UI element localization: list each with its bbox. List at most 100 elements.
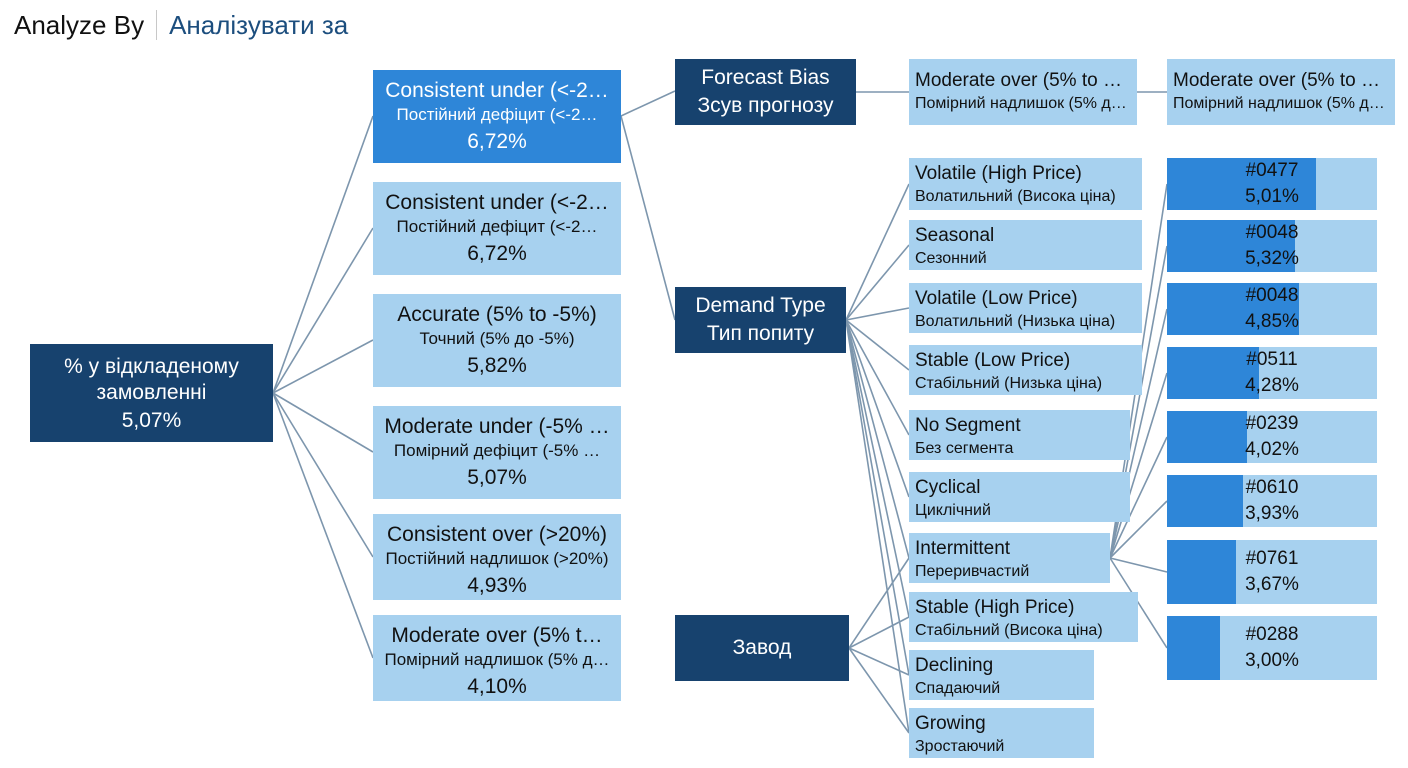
forecast-bias-label-uk: Зсув прогнозу [697, 94, 834, 117]
bias-node-6[interactable]: Moderate over (5% t… Помірний надлишок (… [373, 615, 621, 701]
plant-link-3 [848, 647, 910, 676]
plant-value-bar [1167, 616, 1220, 680]
demand-type-label: Demand Type [695, 294, 826, 317]
root-link-4 [272, 392, 374, 453]
demand-type-link [620, 115, 676, 321]
plant-item-0048-a[interactable]: #0048 5,32% [1167, 220, 1377, 272]
bias-node-subtitle: Постійний надлишок (>20%) [385, 549, 609, 568]
demand-item-subtitle: Без сегмента [915, 440, 1014, 457]
plant-item-link-4 [1109, 372, 1168, 559]
demand-item-subtitle: Сезонний [915, 250, 987, 267]
plant-value-bar [1167, 220, 1296, 272]
root-node[interactable]: % у відкладеному замовленні 5,07% [30, 344, 273, 442]
demand-item-volatile-high[interactable]: Volatile (High Price) Волатильний (Висок… [909, 158, 1142, 210]
forecast-item-moderate-over[interactable]: Moderate over (5% to … Помірний надлишок… [909, 59, 1137, 125]
forecast-item-moderate-over-2[interactable]: Moderate over (5% to … Помірний надлишок… [1167, 59, 1395, 125]
demand-item-subtitle: Волатильний (Низька ціна) [915, 313, 1116, 330]
root-link-5 [272, 392, 374, 558]
forecast-bias-header[interactable]: Forecast Bias Зсув прогнозу [675, 59, 856, 125]
root-link-3 [272, 339, 374, 394]
bias-node-subtitle: Постійний дефіцит (<-2… [396, 105, 598, 124]
plant-value-bar [1167, 283, 1300, 335]
root-link-1 [272, 115, 374, 394]
bias-node-title: Consistent under (<-2… [385, 79, 609, 102]
plant-item-0761[interactable]: #0761 3,67% [1167, 540, 1377, 604]
demand-item-title: Intermittent [915, 538, 1011, 559]
plant-header[interactable]: Завод [675, 615, 849, 681]
plant-id: #0477 [1245, 160, 1299, 181]
demand-link-10 [845, 319, 910, 734]
demand-item-volatile-low[interactable]: Volatile (Low Price) Волатильний (Низька… [909, 283, 1142, 333]
plant-value: 3,93% [1245, 503, 1299, 524]
bias-node-3[interactable]: Accurate (5% to -5%) Точний (5% до -5%) … [373, 294, 621, 387]
demand-item-stable-high[interactable]: Stable (High Price) Стабільний (Висока ц… [909, 592, 1138, 642]
bias-node-5[interactable]: Consistent over (>20%) Постійний надлишо… [373, 514, 621, 600]
demand-item-subtitle: Переривчастий [915, 563, 1030, 580]
demand-item-subtitle: Стабільний (Низька ціна) [915, 375, 1103, 392]
plant-item-0610[interactable]: #0610 3,93% [1167, 475, 1377, 527]
bias-node-subtitle: Помірний дефіцит (-5% … [393, 441, 601, 460]
demand-link-1 [845, 183, 910, 321]
demand-item-subtitle: Волатильний (Висока ціна) [915, 188, 1116, 205]
bias-node-value: 5,07% [467, 466, 527, 489]
forecast-item-title: Moderate over (5% to … [915, 70, 1122, 91]
demand-link-7 [845, 319, 910, 559]
demand-link-8 [845, 319, 910, 618]
plant-id: #0239 [1245, 413, 1299, 434]
plant-value-bar [1167, 411, 1247, 463]
plant-value: 3,67% [1245, 574, 1299, 595]
root-label: % у відкладеному замовленні [64, 355, 239, 404]
demand-item-title: No Segment [915, 415, 1021, 436]
forecast-item-subtitle: Помірний надлишок (5% д… [1173, 95, 1385, 112]
demand-item-growing[interactable]: Growing Зростаючий [909, 708, 1094, 758]
demand-item-intermittent[interactable]: Intermittent Переривчастий [909, 533, 1110, 583]
demand-link-6 [845, 319, 910, 498]
bias-node-value: 4,10% [467, 675, 527, 698]
demand-item-no-segment[interactable]: No Segment Без сегмента [909, 410, 1130, 460]
demand-item-cyclical[interactable]: Cyclical Циклічний [909, 472, 1130, 522]
plant-item-link-7 [1109, 557, 1168, 573]
demand-item-subtitle: Зростаючий [915, 738, 1005, 755]
plant-value: 4,02% [1245, 439, 1299, 460]
root-link-2 [272, 227, 374, 394]
demand-item-title: Seasonal [915, 225, 995, 246]
plant-item-0477[interactable]: #0477 5,01% [1167, 158, 1377, 210]
bias-node-subtitle: Точний (5% до -5%) [419, 329, 575, 348]
forecast-item-title: Moderate over (5% to … [1173, 70, 1380, 91]
plant-link-2 [848, 616, 910, 649]
demand-type-header[interactable]: Demand Type Тип попиту [675, 287, 846, 353]
root-value: 5,07% [121, 409, 182, 432]
demand-item-title: Declining [915, 655, 994, 676]
demand-item-seasonal[interactable]: Seasonal Сезонний [909, 220, 1142, 270]
plant-item-0288[interactable]: #0288 3,00% [1167, 616, 1377, 680]
demand-item-declining[interactable]: Declining Спадаючий [909, 650, 1094, 700]
demand-link-9 [845, 319, 910, 676]
analyze-by-header: Analyze By Аналізувати за [14, 8, 348, 42]
bias-node-value: 5,82% [467, 354, 527, 377]
header-divider [156, 10, 158, 40]
plant-value: 5,32% [1245, 248, 1299, 269]
plant-value: 3,00% [1245, 650, 1299, 671]
bias-node-title: Consistent over (>20%) [386, 523, 608, 546]
plant-item-0511[interactable]: #0511 4,28% [1167, 347, 1377, 399]
plant-item-0239[interactable]: #0239 4,02% [1167, 411, 1377, 463]
demand-item-subtitle: Стабільний (Висока ціна) [915, 622, 1103, 639]
plant-item-link-5 [1109, 436, 1168, 559]
forecast-bias-label: Forecast Bias [701, 66, 830, 89]
analyze-by-title: Analyze By [14, 9, 145, 40]
bias-node-4[interactable]: Moderate under (-5% … Помірний дефіцит (… [373, 406, 621, 499]
plant-value-bar [1167, 475, 1243, 527]
bias-node-title: Consistent under (<-2… [385, 191, 609, 214]
demand-item-title: Cyclical [915, 477, 981, 498]
bias-node-value: 4,93% [467, 574, 527, 597]
bias-node-value: 6,72% [467, 130, 527, 153]
analyze-by-subtitle: Аналізувати за [169, 9, 349, 40]
bias-node-1[interactable]: Consistent under (<-2… Постійний дефіцит… [373, 70, 621, 163]
bias-node-title: Accurate (5% to -5%) [397, 303, 597, 326]
bias-node-2[interactable]: Consistent under (<-2… Постійний дефіцит… [373, 182, 621, 275]
demand-item-title: Volatile (High Price) [915, 163, 1082, 184]
demand-item-stable-low[interactable]: Stable (Low Price) Стабільний (Низька ці… [909, 345, 1142, 395]
demand-item-title: Growing [915, 713, 986, 734]
demand-item-subtitle: Циклічний [915, 502, 991, 519]
plant-item-0048-b[interactable]: #0048 4,85% [1167, 283, 1377, 335]
